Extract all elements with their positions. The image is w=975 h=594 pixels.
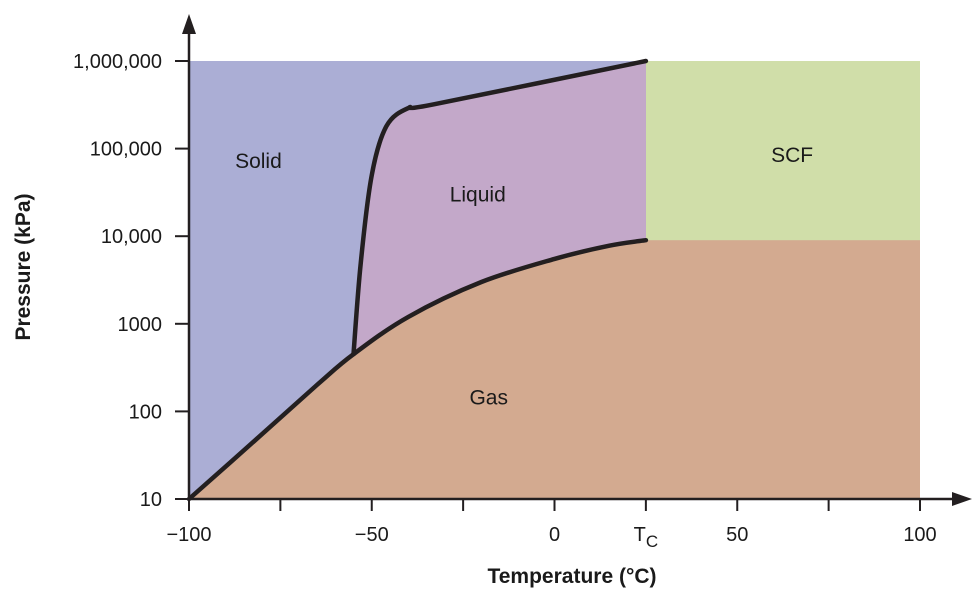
phase-regions: [189, 61, 920, 499]
phase-boundary-curves: [186, 58, 649, 502]
region-liquid: [353, 61, 646, 355]
region-label-scf: SCF: [771, 144, 813, 167]
x-tick-label: 0: [549, 524, 560, 546]
x-tick-label: −50: [355, 524, 389, 546]
vaporization-curve: [186, 237, 649, 502]
axes: −100 −50 0 TC 50 100 10 100 1000 10,000 100,000 1,0…: [73, 14, 972, 551]
y-tick-label: 1,000,000: [73, 51, 162, 73]
y-tick-label: 10: [140, 489, 162, 511]
melting-curve: [351, 58, 649, 357]
x-tick-label: 100: [903, 524, 936, 546]
y-tick-label: 10,000: [101, 226, 162, 248]
region-label-gas: Gas: [469, 386, 508, 409]
x-tick-label-subscript: C: [646, 532, 658, 551]
x-axis-arrowhead: [952, 492, 972, 506]
region-label-liquid: Liquid: [450, 183, 506, 206]
region-label-solid: Solid: [235, 150, 282, 173]
y-tick-label: 100,000: [90, 139, 162, 161]
x-tick-label: 50: [726, 524, 748, 546]
region-scf: [645, 61, 920, 241]
x-tick-label: TC: [634, 524, 659, 551]
x-axis-title: Temperature (°C): [487, 565, 656, 588]
y-tick-label: 1000: [118, 314, 163, 336]
y-axis-title: Pressure (kPa): [12, 193, 35, 340]
region-labels: Solid Liquid SCF Gas: [235, 144, 813, 409]
y-axis-arrowhead: [182, 14, 196, 34]
x-tick-label: −100: [166, 524, 211, 546]
y-tick-label: 100: [129, 401, 162, 423]
